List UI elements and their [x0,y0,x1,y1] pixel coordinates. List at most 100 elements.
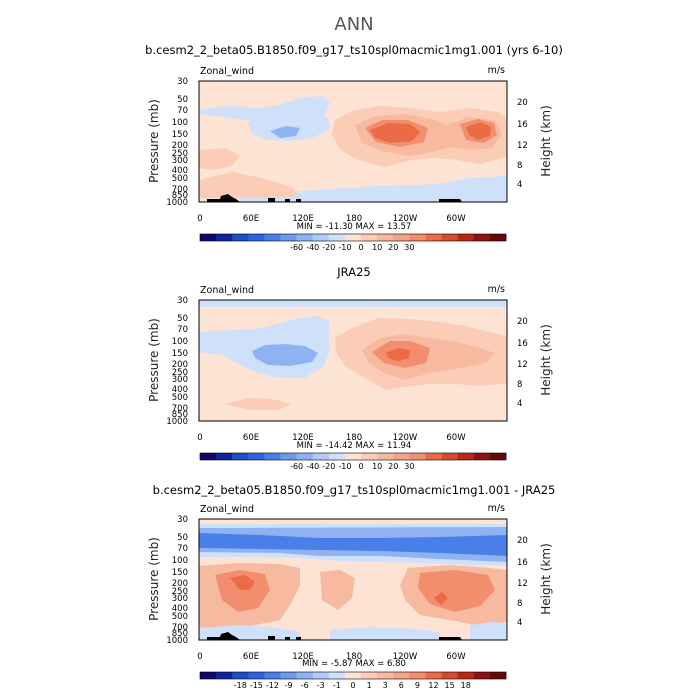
colorbar-swatch [409,453,426,460]
colorbar-swatch [344,234,362,241]
panel-2: JRA25 Zonal_wind m/s 30 50 70 100 150 20… [147,265,553,471]
panel-3-ytick-right: 4 [517,618,522,628]
panel-3-ytick: 30 [177,515,188,525]
panel-3-frame [198,518,508,641]
panel-1-ytick: 100 [172,118,188,128]
colorbar-swatch [377,453,394,460]
panel-1-ytick: 500 [172,174,188,184]
colorbar-swatch [489,234,507,241]
panel-3-ytick: 1000 [166,636,188,646]
colorbar-label: -60 [290,243,303,252]
panel-1-x-ticks: 0 60E 120E 180 120W 60W [197,214,466,224]
panel-3-xtick: 180 [346,652,362,662]
panel-2-ytick: 100 [172,337,188,347]
colorbar-swatch [296,672,314,679]
panel-3-ytick: 250 [172,587,188,597]
panel-1-ytick: 30 [177,77,188,87]
colorbar-swatch [216,234,233,241]
colorbar-swatch [248,234,265,241]
panel-2-ytick-right: 16 [517,339,528,349]
panel-3-topography-africa [207,632,240,640]
colorbar-label: 3 [383,681,388,690]
panel-2-ytick: 50 [177,314,188,324]
colorbar-swatch [248,453,265,460]
colorbar-label: -1 [333,681,341,690]
panel-3-ytick: 850 [172,629,188,639]
colorbar-swatch [441,234,458,241]
panel-1-plot-area [198,80,508,203]
panel-1-topography-andes [439,199,462,202]
colorbar-swatch [457,672,475,679]
panel-2-positive-core [386,348,410,361]
panel-3-ytick: 300 [172,594,188,604]
panel-2-xtick: 120W [393,433,418,443]
panel-2-plot-area [198,299,508,422]
panel-2-negative-band-top [199,300,507,307]
colorbar-swatch [216,672,233,679]
panel-2-xtick: 120E [292,433,314,443]
colorbar-swatch [232,453,249,460]
panel-3-negative-surface-central [330,627,440,640]
colorbar-label: 1 [367,681,372,690]
panel-3: b.cesm2_2_beta05.B1850.f09_g17_ts10spl0m… [147,483,555,690]
colorbar-swatch [248,672,265,679]
panel-1-ylabel-right: Height (km) [539,105,553,176]
panel-3-x-ticks: 0 60E 120E 180 120W 60W [197,652,466,662]
panel-1-ytick: 200 [172,141,188,151]
colorbar-swatch [425,234,442,241]
figure-title: ANN [334,14,373,35]
panel-2-ytick: 500 [172,393,188,403]
colorbar-label: -20 [322,462,335,471]
panel-3-ytick: 400 [172,604,188,614]
panel-2-ytick: 1000 [166,417,188,427]
panel-1-negative-core [270,126,300,138]
colorbar-label: -10 [338,462,351,471]
colorbar-swatch [425,453,442,460]
panel-3-ytick: 50 [177,533,188,543]
panel-3-xtick: 60E [243,652,259,662]
panel-3-ylabel-right: Height (km) [539,543,553,614]
colorbar-swatch [232,672,249,679]
colorbar-label: 10 [372,462,382,471]
panel-2-ylabel-right: Height (km) [539,324,553,395]
panel-3-y-ticks-right: 20 16 12 8 4 [517,536,528,628]
panel-3-plot-area [198,518,508,641]
colorbar-swatch [441,453,458,460]
colorbar-label: 20 [388,243,398,252]
colorbar-swatch [457,234,475,241]
panel-3-topography-andes [439,637,462,640]
colorbar-swatch [361,672,378,679]
colorbar-label: 12 [428,681,438,690]
panel-1-min-max: MIN = -11.30 MAX = 13.57 [297,222,412,232]
panel-1-xtick: 0 [197,214,202,224]
colorbar-label: -3 [317,681,325,690]
colorbar-swatch [489,672,507,679]
panel-2-ylabel: Pressure (mb) [147,318,161,402]
panel-3-ytick-right: 20 [517,536,528,546]
panel-1-ytick-right: 20 [517,98,528,108]
colorbar-swatch [328,672,346,679]
colorbar-label: 0 [350,681,355,690]
colorbar-label: 30 [404,243,414,252]
panel-2-title: JRA25 [336,265,370,279]
colorbar-swatch [232,234,249,241]
panel-2-y-ticks-right: 20 16 12 8 4 [517,317,528,409]
colorbar-label: -40 [306,243,319,252]
colorbar-swatch [409,234,426,241]
panel-2-ytick-right: 12 [517,360,528,370]
panel-2-ytick-right: 4 [517,399,522,409]
panel-3-negative-band-mid [199,533,507,556]
panel-2-ytick-right: 20 [517,317,528,327]
panel-1-y-ticks-left: 30 50 70 100 150 200 250 300 400 500 700… [166,77,188,208]
panel-2-units: m/s [488,284,505,295]
panel-2-xtick: 0 [197,433,202,443]
panel-2-ytick: 850 [172,410,188,420]
panel-3-ylabel: Pressure (mb) [147,537,161,621]
panel-3-colorbar: -18 -15 -12 -9 -6 -3 -1 0 1 3 6 9 12 15 18 [199,671,507,690]
panel-3-xtick: 120E [292,652,314,662]
panel-1-ytick: 50 [177,95,188,105]
colorbar-frame [199,671,507,680]
panel-1-ytick: 250 [172,149,188,159]
colorbar-swatch [441,672,458,679]
colorbar-label: 15 [445,681,455,690]
